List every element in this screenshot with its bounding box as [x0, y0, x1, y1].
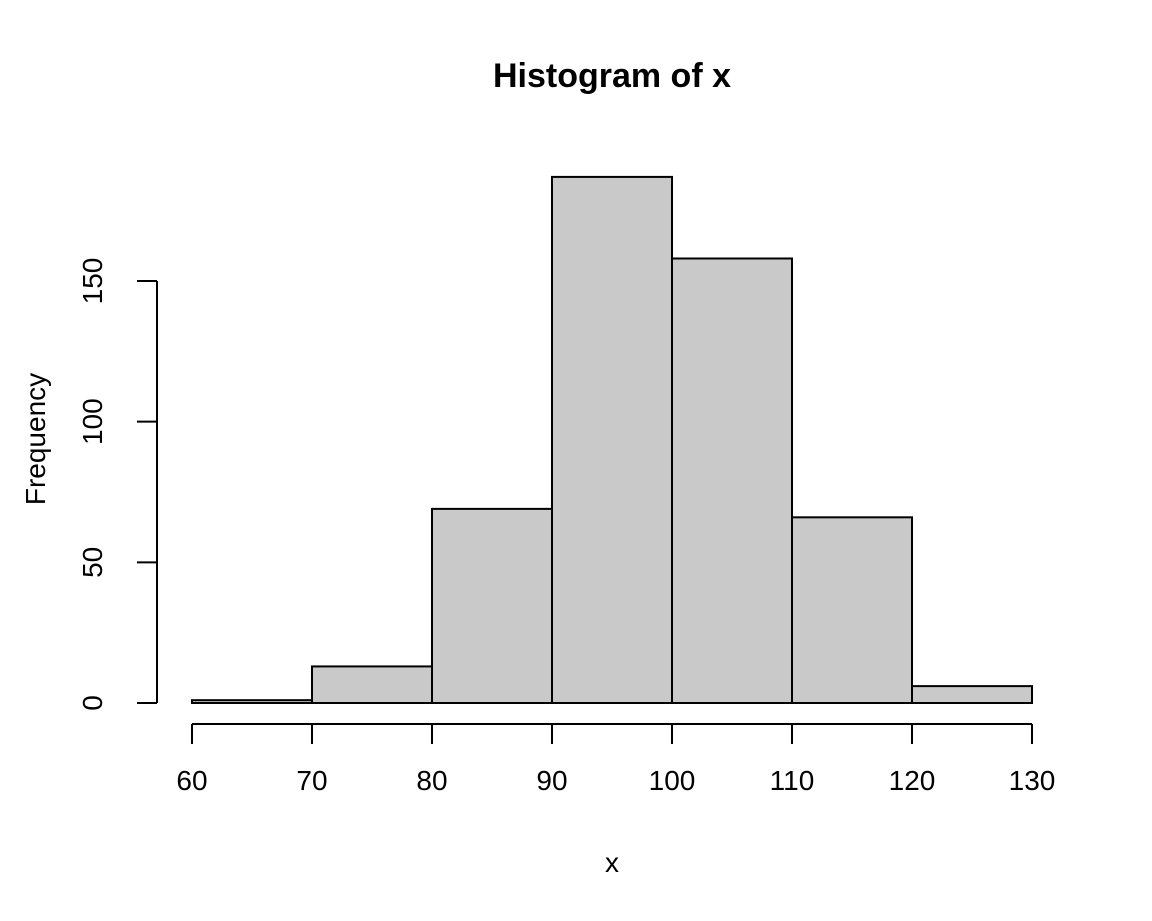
histogram-bar [671, 257, 793, 704]
x-tick-label: 120 [889, 765, 936, 796]
x-tick-label: 100 [649, 765, 696, 796]
histogram-bar [191, 699, 313, 704]
x-axis: 60 70 80 90 100 110 120 130 [176, 723, 1056, 796]
histogram-bar [311, 665, 433, 705]
x-tick-label: 110 [770, 765, 815, 796]
y-axis: 0 50 100 150 [77, 258, 158, 711]
y-tick-label: 50 [77, 547, 108, 578]
x-tick-label: 90 [536, 765, 567, 796]
x-axis-label: x [605, 847, 619, 878]
chart-title: Histogram of x [493, 57, 731, 95]
histogram-bars [191, 175, 1033, 705]
histogram-bar [791, 516, 913, 704]
y-tick-label: 150 [77, 258, 108, 305]
x-tick-label: 130 [1009, 765, 1056, 796]
y-axis-label: Frequency [20, 373, 51, 505]
x-tick-label: 70 [296, 765, 327, 796]
histogram-bar [911, 685, 1033, 704]
y-tick-label: 100 [77, 398, 108, 445]
histogram-bar [431, 507, 553, 704]
histogram-bar [551, 175, 673, 704]
x-tick-label: 80 [416, 765, 447, 796]
y-tick-label: 0 [77, 695, 108, 711]
x-tick-label: 60 [176, 765, 207, 796]
